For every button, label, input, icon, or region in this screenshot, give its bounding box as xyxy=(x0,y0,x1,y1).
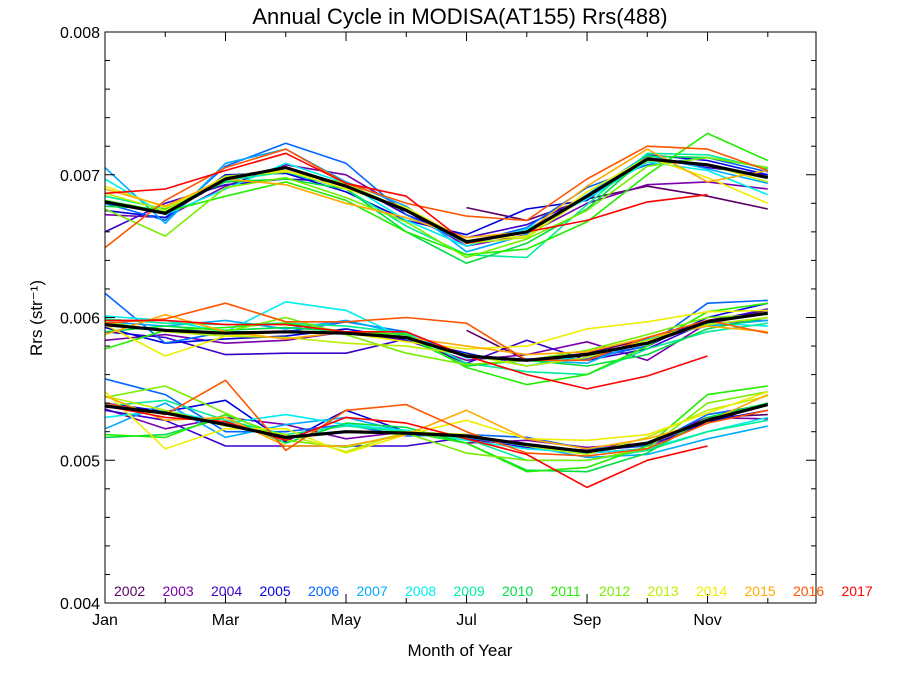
series-line-2005-band-1 xyxy=(104,154,768,236)
x-axis-tick-labels: Jan Mar May Jul Sep Nov xyxy=(92,612,722,629)
x-tick-label: Nov xyxy=(693,612,721,629)
y-tick-label: 0.007 xyxy=(60,168,100,185)
legend: 2002 2003 2004 2005 2006 2007 2008 2009 2010 2011… xyxy=(114,583,873,599)
series-line-2012-band-1 xyxy=(104,156,768,259)
plot-lines xyxy=(104,132,769,489)
legend-entry-2006: 2006 xyxy=(308,583,339,599)
y-tick-label: 0.008 xyxy=(60,25,100,42)
x-axis-ticks xyxy=(104,32,769,603)
y-axis-ticks xyxy=(105,31,816,604)
y-tick-label: 0.006 xyxy=(60,311,100,328)
series-line-2016-band-3 xyxy=(104,379,768,457)
legend-entry-2016: 2016 xyxy=(793,583,824,599)
legend-entry-2002: 2002 xyxy=(114,583,145,599)
series-line-2011-band-1 xyxy=(104,132,769,256)
mean-line-band-1 xyxy=(104,157,769,244)
series-line-2015-band-2 xyxy=(104,313,768,356)
series-line-2002-band-1 xyxy=(466,185,768,222)
y-axis-label: Rrs (str⁻¹) xyxy=(27,280,46,356)
x-axis-label: Month of Year xyxy=(408,641,513,660)
legend-entry-2014: 2014 xyxy=(696,583,727,599)
legend-entry-2015: 2015 xyxy=(745,583,776,599)
x-tick-label: Jan xyxy=(92,612,118,629)
x-tick-label: Sep xyxy=(573,612,602,629)
legend-entry-2009: 2009 xyxy=(454,583,485,599)
legend-entry-2012: 2012 xyxy=(599,583,630,599)
chart-title: Annual Cycle in MODISA(AT155) Rrs(488) xyxy=(252,4,667,29)
series-line-2011-band-3 xyxy=(104,385,768,473)
series-line-2017-band-1 xyxy=(104,152,708,245)
series-line-2012-band-3 xyxy=(104,385,768,462)
series-line-2017-band-2 xyxy=(105,319,708,390)
legend-entry-2005: 2005 xyxy=(260,583,291,599)
series-line-2016-band-2 xyxy=(104,302,768,362)
legend-entry-2013: 2013 xyxy=(648,583,679,599)
legend-entry-2004: 2004 xyxy=(211,583,242,599)
series-line-2015-band-3 xyxy=(104,393,769,450)
series-line-2014-band-3 xyxy=(104,390,769,454)
x-tick-label: Jul xyxy=(456,612,476,629)
legend-entry-2007: 2007 xyxy=(357,583,388,599)
legend-entry-2017: 2017 xyxy=(842,583,873,599)
series-line-2008-band-1 xyxy=(104,161,769,247)
legend-entry-2003: 2003 xyxy=(163,583,194,599)
y-tick-label: 0.004 xyxy=(60,596,100,613)
y-axis-tick-labels: 0.004 0.005 0.006 0.007 0.008 xyxy=(60,25,100,613)
y-tick-label: 0.005 xyxy=(60,453,100,470)
x-tick-label: Mar xyxy=(212,612,240,629)
mean-line-band-3 xyxy=(104,403,769,454)
series-line-2013-band-2 xyxy=(104,316,768,367)
legend-entry-2010: 2010 xyxy=(502,583,533,599)
legend-entry-2008: 2008 xyxy=(405,583,436,599)
mean-line-band-2 xyxy=(104,311,769,362)
legend-entry-2011: 2011 xyxy=(551,583,581,599)
x-tick-label: May xyxy=(331,612,361,629)
